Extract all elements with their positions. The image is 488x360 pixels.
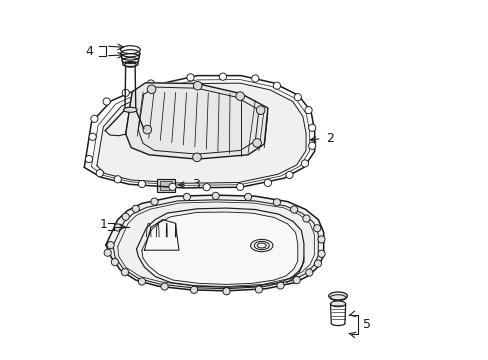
- Polygon shape: [142, 212, 297, 284]
- Circle shape: [290, 206, 297, 213]
- Circle shape: [317, 250, 325, 257]
- Circle shape: [138, 180, 145, 188]
- Circle shape: [151, 198, 158, 205]
- Text: 3: 3: [192, 178, 200, 191]
- Circle shape: [252, 139, 261, 147]
- Circle shape: [292, 276, 300, 284]
- Circle shape: [294, 94, 301, 101]
- Circle shape: [103, 98, 110, 105]
- Circle shape: [285, 171, 292, 179]
- Circle shape: [122, 89, 129, 96]
- Circle shape: [256, 106, 264, 114]
- Polygon shape: [97, 83, 305, 183]
- Circle shape: [91, 115, 98, 122]
- Circle shape: [219, 73, 226, 80]
- Circle shape: [223, 288, 230, 295]
- Circle shape: [305, 107, 311, 114]
- Polygon shape: [91, 80, 309, 185]
- Circle shape: [314, 260, 321, 267]
- Circle shape: [147, 80, 154, 87]
- Circle shape: [104, 249, 111, 256]
- Ellipse shape: [123, 107, 137, 112]
- Circle shape: [111, 258, 118, 266]
- Circle shape: [96, 170, 103, 177]
- Circle shape: [114, 176, 121, 183]
- Circle shape: [317, 236, 325, 243]
- Circle shape: [147, 85, 156, 94]
- Circle shape: [308, 142, 315, 149]
- Circle shape: [264, 179, 271, 186]
- Polygon shape: [125, 83, 267, 159]
- Text: 2: 2: [326, 132, 334, 145]
- Circle shape: [212, 192, 219, 199]
- Ellipse shape: [330, 301, 345, 307]
- Circle shape: [273, 82, 280, 89]
- Circle shape: [244, 193, 251, 201]
- Circle shape: [305, 269, 312, 276]
- Circle shape: [85, 156, 92, 163]
- Circle shape: [114, 224, 121, 231]
- Ellipse shape: [124, 63, 136, 67]
- Circle shape: [236, 183, 244, 190]
- Circle shape: [168, 183, 176, 190]
- Circle shape: [302, 215, 309, 222]
- Circle shape: [138, 278, 145, 285]
- Bar: [157, 179, 174, 192]
- Bar: [159, 181, 172, 190]
- Circle shape: [235, 92, 244, 100]
- Circle shape: [89, 133, 96, 140]
- Circle shape: [186, 74, 194, 81]
- Text: 5: 5: [362, 318, 370, 331]
- Circle shape: [132, 205, 139, 212]
- Ellipse shape: [328, 292, 347, 300]
- Circle shape: [122, 213, 129, 220]
- Circle shape: [121, 269, 128, 276]
- Circle shape: [142, 125, 151, 134]
- Circle shape: [251, 75, 258, 82]
- Text: 1: 1: [99, 219, 107, 231]
- Circle shape: [308, 124, 315, 131]
- Circle shape: [190, 286, 197, 293]
- Circle shape: [193, 81, 202, 90]
- Text: 4: 4: [85, 45, 93, 58]
- Circle shape: [301, 160, 308, 167]
- Circle shape: [203, 184, 210, 191]
- Circle shape: [313, 225, 320, 232]
- Circle shape: [192, 153, 201, 162]
- Circle shape: [107, 242, 114, 249]
- Circle shape: [161, 283, 168, 290]
- Circle shape: [255, 286, 262, 293]
- Polygon shape: [106, 195, 323, 291]
- Circle shape: [273, 199, 280, 206]
- Circle shape: [276, 282, 284, 289]
- Circle shape: [183, 193, 190, 201]
